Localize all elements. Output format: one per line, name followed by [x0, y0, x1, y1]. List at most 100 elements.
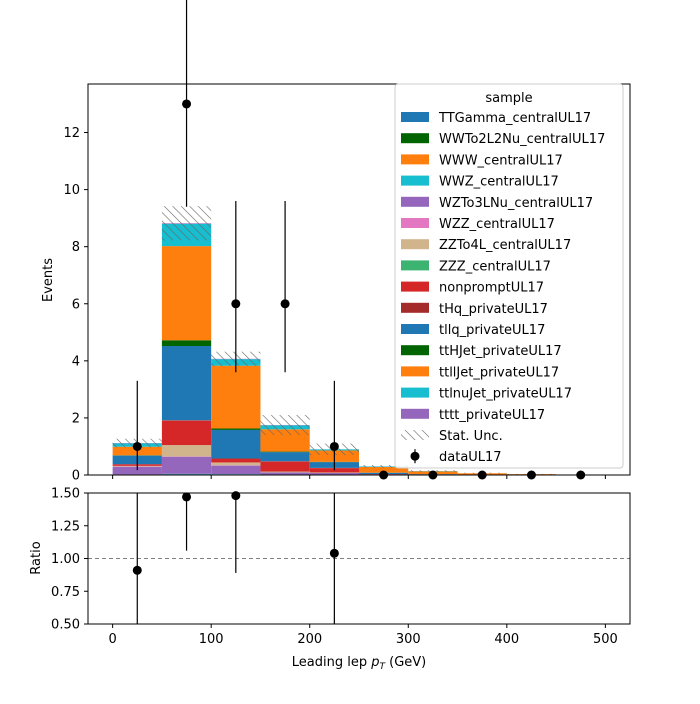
ratio-y-tick-label-0: 0.50 — [51, 618, 80, 633]
x-axis-label: Leading lep pT (GeV) — [292, 655, 426, 672]
x-axis-label-prefix: Leading lep — [292, 655, 371, 670]
legend-swatch-3 — [401, 176, 429, 186]
ratio-x-tick-label-2: 200 — [297, 632, 322, 647]
main-y-tick-label-2: 4 — [72, 354, 80, 369]
legend-swatch-12 — [401, 366, 429, 376]
legend-swatch-stat-unc — [401, 430, 429, 440]
bar-tllq_privateUL17-bin-1 — [162, 346, 211, 420]
ratio-points — [133, 491, 339, 624]
ratio-point-2 — [231, 491, 240, 500]
legend-swatch-10 — [401, 324, 429, 334]
legend-swatch-0 — [401, 112, 429, 122]
ratio-x-ticks: 0 100 200 300 400 500 — [108, 624, 617, 647]
main-y-axis-label: Events — [41, 258, 56, 302]
legend-label-data: dataUL17 — [439, 450, 502, 465]
data-point-1 — [182, 99, 191, 108]
legend-label-1: WWTo2L2Nu_centralUL17 — [439, 132, 605, 147]
ratio-y-tick-label-3: 1.25 — [51, 519, 80, 534]
legend-label-9: tHq_privateUL17 — [439, 302, 548, 317]
ratio-plot: 0.50 0.75 1.00 1.25 1.50 0 100 200 300 400 500 Ra… — [29, 487, 630, 673]
main-y-tick-label-4: 8 — [72, 240, 80, 255]
ratio-x-tick-label-0: 0 — [108, 632, 116, 647]
x-axis-label-var: p — [370, 655, 379, 670]
legend-label-10: tllq_privateUL17 — [439, 323, 545, 338]
bar-WZTo3LNu_centralUL17-bin-2 — [211, 466, 260, 475]
bar-ZZTo4L_centralUL17-bin-1 — [162, 445, 211, 456]
legend-swatch-8 — [401, 282, 429, 292]
bar-WZTo3LNu_centralUL17-bin-4 — [310, 473, 359, 475]
ratio-y-tick-label-4: 1.50 — [51, 487, 80, 502]
main-y-tick-label-1: 2 — [72, 411, 80, 426]
bar-tHq_privateUL17-bin-2 — [211, 458, 260, 459]
legend-swatch-5 — [401, 218, 429, 228]
ratio-point-3 — [330, 549, 339, 558]
main-y-tick-label-6: 12 — [63, 126, 80, 141]
legend-label-12: ttllJet_privateUL17 — [439, 365, 559, 380]
legend-label-2: WWW_centralUL17 — [439, 153, 563, 168]
ratio-x-tick-label-4: 400 — [494, 632, 519, 647]
data-point-3 — [281, 299, 290, 308]
ratio-y-ticks: 0.50 0.75 1.00 1.25 1.50 — [51, 487, 88, 633]
legend-swatch-1 — [401, 133, 429, 143]
ratio-y-tick-label-2: 1.00 — [51, 552, 80, 567]
stat-unc-bin-3 — [260, 415, 309, 435]
bar-ZZTo4L_centralUL17-bin-4 — [310, 472, 359, 473]
legend-label-stat-unc: Stat. Unc. — [439, 429, 503, 444]
ratio-point-1 — [182, 492, 191, 501]
bar-ZZTo4L_centralUL17-bin-2 — [211, 462, 260, 465]
data-point-2 — [231, 299, 240, 308]
legend-swatch-6 — [401, 239, 429, 249]
legend-label-6: ZZTo4L_centralUL17 — [439, 238, 571, 253]
legend-label-8: nonpromptUL17 — [439, 281, 544, 296]
legend-label-13: ttlnuJet_privateUL17 — [439, 387, 572, 402]
ratio-axes-frame — [88, 493, 630, 624]
ratio-x-tick-label-3: 300 — [396, 632, 421, 647]
ratio-point-0 — [133, 566, 142, 575]
bar-nonpromptUL17-bin-3 — [260, 462, 309, 472]
bar-ttHJet_privateUL17-bin-3 — [260, 452, 309, 453]
legend-label-14: tttt_privateUL17 — [439, 408, 545, 423]
ratio-y-axis-label: Ratio — [29, 541, 44, 574]
bar-WZTo3LNu_centralUL17-bin-3 — [260, 472, 309, 474]
bar-ttHJet_privateUL17-bin-2 — [211, 428, 260, 429]
legend-title: sample — [485, 91, 532, 106]
legend-swatch-9 — [401, 303, 429, 313]
ratio-x-tick-label-5: 500 — [593, 632, 618, 647]
bar-tllq_privateUL17-bin-3 — [260, 452, 309, 461]
legend-label-11: ttHJet_privateUL17 — [439, 344, 562, 359]
ratio-x-tick-label-1: 100 — [199, 632, 224, 647]
legend-swatch-14 — [401, 409, 429, 419]
bar-nonpromptUL17-bin-1 — [162, 421, 211, 445]
main-y-tick-label-3: 6 — [72, 297, 80, 312]
bar-tHq_privateUL17-bin-1 — [162, 420, 211, 421]
bar-WZTo3LNu_centralUL17-bin-1 — [162, 457, 211, 474]
ratio-y-tick-label-1: 0.75 — [51, 585, 80, 600]
x-axis-label-suffix: (GeV) — [385, 655, 426, 670]
bar-tllq_privateUL17-bin-2 — [211, 430, 260, 459]
legend-label-7: ZZZ_centralUL17 — [439, 259, 551, 274]
legend: sample TTGamma_centralUL17 WWTo2L2Nu_cent… — [395, 84, 623, 468]
legend-swatch-4 — [401, 197, 429, 207]
bar-ttllJet_privateUL17-bin-1 — [162, 246, 211, 340]
legend-swatch-11 — [401, 345, 429, 355]
legend-swatch-7 — [401, 260, 429, 270]
legend-label-5: WZZ_centralUL17 — [439, 217, 555, 232]
legend-swatch-2 — [401, 154, 429, 164]
legend-label-3: WWZ_centralUL17 — [439, 175, 559, 190]
legend-label-4: WZTo3LNu_centralUL17 — [439, 196, 593, 211]
main-y-ticks: 0 2 4 6 8 10 12 — [63, 126, 88, 483]
legend-swatch-13 — [401, 388, 429, 398]
data-point-0 — [133, 442, 142, 451]
bar-ttllJet_privateUL17-bin-2 — [211, 366, 260, 429]
legend-label-0: TTGamma_centralUL17 — [438, 111, 591, 126]
main-y-tick-label-5: 10 — [63, 183, 80, 198]
data-point-4 — [330, 442, 339, 451]
main-y-tick-label-0: 0 — [72, 469, 80, 484]
legend-data-marker — [411, 452, 420, 461]
bar-ttHJet_privateUL17-bin-1 — [162, 340, 211, 346]
bar-ZZTo4L_centralUL17-bin-3 — [260, 472, 309, 473]
bar-nonpromptUL17-bin-2 — [211, 459, 260, 462]
stat-unc-bin-1 — [162, 206, 211, 240]
